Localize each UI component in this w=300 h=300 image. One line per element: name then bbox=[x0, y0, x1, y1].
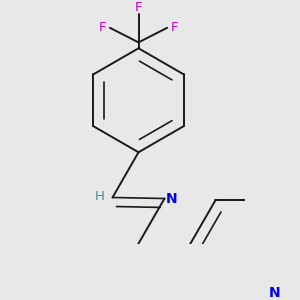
Text: F: F bbox=[99, 21, 106, 34]
Text: N: N bbox=[165, 191, 177, 206]
Text: N: N bbox=[269, 286, 281, 300]
Text: F: F bbox=[170, 21, 178, 34]
Text: F: F bbox=[135, 2, 142, 14]
Text: H: H bbox=[94, 190, 104, 203]
